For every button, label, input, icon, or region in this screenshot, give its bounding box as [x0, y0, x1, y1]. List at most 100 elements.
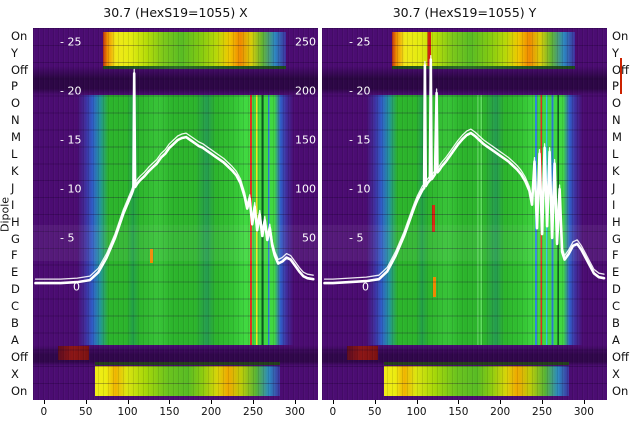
x-tick-mark	[583, 400, 585, 404]
profile-line-svg-x	[34, 68, 315, 285]
heatmap-marker	[432, 205, 435, 232]
x-tick-label: 100	[117, 406, 138, 418]
profile-line-svg-y	[323, 54, 606, 285]
profile-line	[34, 68, 314, 280]
x-tick-mark	[458, 400, 460, 404]
row-gridlines	[33, 28, 318, 400]
heatmap-red-segment	[347, 346, 378, 360]
x-tick-label: 0	[329, 406, 337, 418]
dipole-row-label: J	[11, 180, 15, 195]
heatmap-red-segment	[58, 346, 89, 360]
dipole-row-label: N	[11, 113, 20, 128]
x-tick-label: 300	[284, 406, 305, 418]
heatmap-light-band	[322, 225, 607, 261]
dipole-row-label: On	[11, 383, 28, 398]
x-tick-label: 200	[201, 406, 222, 418]
dipole-row-label: D	[612, 282, 621, 297]
dipole-row-label: A	[612, 333, 620, 348]
profile-line	[34, 72, 315, 285]
dipole-row-label: E	[11, 265, 19, 280]
x-tick-label: 0	[40, 406, 48, 418]
x-tick-mark	[85, 400, 87, 404]
heatmap-bottom-thin-line	[95, 362, 280, 365]
red-marker	[620, 58, 622, 94]
x-tick-label: 150	[159, 406, 180, 418]
dipole-row-label: M	[11, 130, 21, 145]
heatmap-top-thin-line	[392, 66, 575, 69]
x-tick-mark	[542, 400, 544, 404]
x-axis-panel-y: 0 50 100 150 200 250 300	[322, 400, 612, 422]
panel-title-y: 30.7 (HexS19=1055) Y	[392, 5, 537, 20]
heatmap-top-band	[103, 32, 286, 66]
dipole-row-label: K	[612, 163, 620, 178]
heatmap-off-row-top	[322, 66, 607, 95]
dipole-axis-left: On Y Off P O N M L K J I H G F E D C B A Off X On	[0, 28, 33, 400]
dipole-row-label: P	[11, 79, 18, 94]
x-tick-mark	[169, 400, 171, 404]
x-tick-mark	[294, 400, 296, 404]
dipole-row-label: B	[612, 316, 620, 331]
x-tick-label: 50	[79, 406, 93, 418]
x-tick-mark	[211, 400, 213, 404]
x-tick-mark	[253, 400, 255, 404]
dipole-row-label: A	[11, 333, 19, 348]
dipole-row-label: Off	[11, 349, 28, 364]
heatmap-bottom-band	[384, 366, 569, 396]
dipole-row-label: Off	[609, 62, 640, 79]
x-tick-label: 300	[573, 406, 594, 418]
x-axis-panel-x: 0 50 100 150 200 250 300	[33, 400, 323, 422]
dipole-row-label: I	[612, 197, 616, 212]
heatmap-top-band	[392, 32, 575, 66]
dipole-row-label: L	[612, 147, 619, 162]
x-tick-label: 50	[368, 406, 382, 418]
heatmap-bottom-thin-line	[384, 362, 569, 365]
dipole-row-label: E	[612, 265, 620, 280]
dipole-row-label: Off	[612, 349, 629, 364]
dipole-row-label: H	[11, 214, 20, 229]
dipole-row-label: B	[11, 316, 19, 331]
x-tick-mark	[416, 400, 418, 404]
x-tick-label: 250	[532, 406, 553, 418]
panel-title-x: 30.7 (HexS19=1055) X	[103, 5, 248, 20]
dipole-row-label: On	[612, 28, 629, 43]
heatmap-top-thin-line	[103, 66, 286, 69]
x-tick-mark	[500, 400, 502, 404]
dipole-row-label: O	[11, 96, 21, 111]
x-tick-mark	[374, 400, 376, 404]
heatmap-off-row-bottom	[33, 345, 318, 366]
x-tick-mark	[127, 400, 129, 404]
heatmap-core	[33, 95, 318, 345]
x-tick-label: 200	[490, 406, 511, 418]
dipole-row-label: H	[612, 214, 621, 229]
x-tick-label: 150	[448, 406, 469, 418]
dipole-row-label: G	[11, 231, 20, 246]
dipole-row-label: M	[612, 130, 622, 145]
dipole-row-label: N	[612, 113, 621, 128]
dipole-row-label: Off	[11, 62, 28, 77]
dipole-row-label: F	[11, 248, 18, 263]
x-tick-mark	[43, 400, 45, 404]
heatmap-marker	[433, 277, 436, 297]
x-tick-label: 250	[243, 406, 264, 418]
dipole-row-label: D	[11, 282, 20, 297]
profile-line	[323, 54, 605, 280]
dipole-row-label: C	[11, 299, 20, 314]
dipole-row-label: L	[11, 147, 18, 162]
dipole-row-label: X	[612, 366, 620, 381]
x-tick-mark	[332, 400, 334, 404]
heatmap-off-row-bottom	[322, 345, 607, 366]
heatmap-bottom-band	[95, 366, 280, 396]
dipole-row-label: O	[612, 96, 622, 111]
dipole-row-label: P	[612, 79, 619, 94]
dipole-row-label: Y	[11, 45, 19, 60]
dipole-row-label: C	[612, 299, 621, 314]
dipole-row-label: Y	[612, 45, 620, 60]
dipole-row-label: J	[612, 180, 616, 195]
dipole-row-label: On	[11, 28, 28, 43]
dipole-row-label: G	[612, 231, 621, 246]
dipole-row-label: X	[11, 366, 19, 381]
